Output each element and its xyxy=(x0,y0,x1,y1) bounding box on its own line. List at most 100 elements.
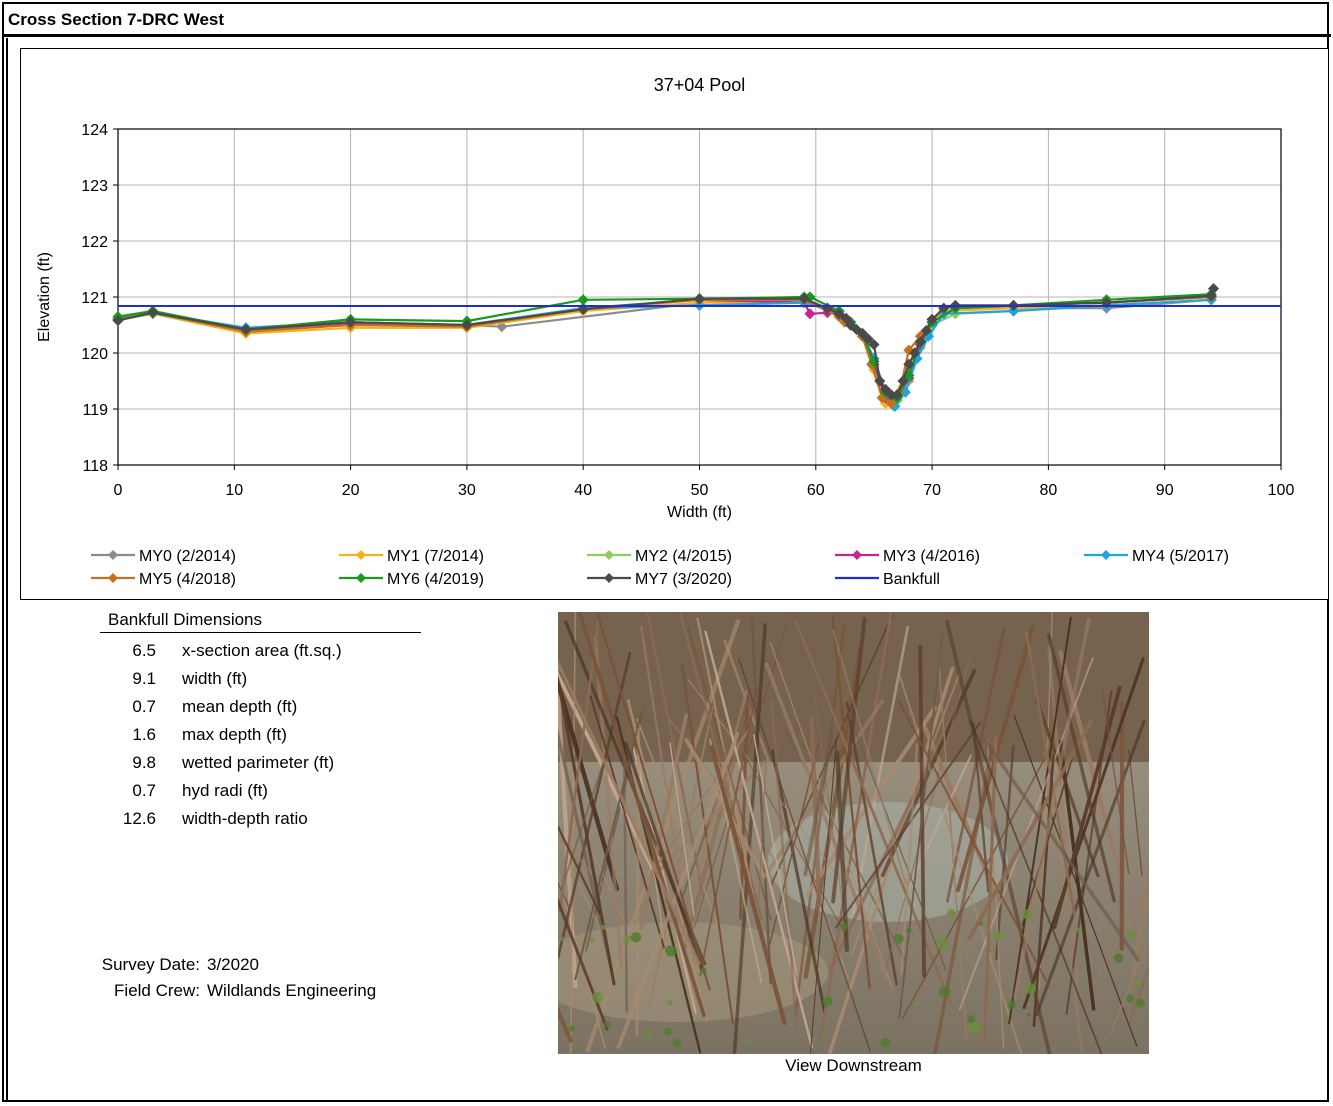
photo-stem xyxy=(794,622,846,1018)
photo-leaf xyxy=(1135,998,1145,1008)
photo-stem xyxy=(558,832,616,900)
legend-marker xyxy=(852,550,862,560)
data-point xyxy=(112,314,124,327)
dim-label: max depth (ft) xyxy=(182,725,287,744)
dim-value: 1.6 xyxy=(132,725,156,744)
bankfull-dimensions: Bankfull Dimensions 6.5 x-section area (f… xyxy=(100,610,430,833)
photo-stem xyxy=(737,657,871,1052)
chart-title: 37+04 Pool xyxy=(654,75,746,95)
photo-stem xyxy=(558,837,610,950)
photo-stem xyxy=(1013,617,1091,1000)
photo-stem xyxy=(1131,861,1149,980)
photo-stem xyxy=(648,706,714,1008)
x-tick-label: 10 xyxy=(225,482,243,499)
y-tick-label: 121 xyxy=(81,290,108,307)
photo-stem xyxy=(732,623,767,1054)
series-line xyxy=(117,295,1212,399)
dim-row: 12.6 width-depth ratio xyxy=(100,805,430,833)
photo-stem xyxy=(1109,938,1149,1035)
data-point xyxy=(897,375,909,387)
photo-leaf xyxy=(560,936,565,942)
dim-value: 6.5 xyxy=(132,641,156,660)
photo-stem xyxy=(639,713,689,931)
photo-leaf xyxy=(568,1025,575,1032)
photo-stem xyxy=(558,659,701,966)
legend-label: MY3 (4/2016) xyxy=(883,548,980,565)
sheet-title: Cross Section 7-DRC West xyxy=(8,10,225,29)
photo-leaf xyxy=(665,945,677,957)
photo-leaf xyxy=(938,986,951,998)
photo-stem xyxy=(834,721,981,929)
dims-heading: Bankfull Dimensions xyxy=(100,610,421,633)
photo-leaf xyxy=(1134,981,1142,989)
survey-date-value: 3/2020 xyxy=(207,955,259,974)
photo-leaf xyxy=(978,921,984,926)
photo-stem xyxy=(995,744,1015,960)
dim-label: mean depth (ft) xyxy=(182,697,298,716)
photo-stem xyxy=(851,625,910,919)
photo-stem xyxy=(938,662,968,1038)
data-point xyxy=(885,397,897,409)
photo-stem xyxy=(739,691,750,920)
photo-leaf xyxy=(630,932,642,943)
photo-leaf xyxy=(1076,927,1081,933)
photo-stem xyxy=(884,657,971,971)
photo-stem xyxy=(845,701,898,986)
photo-stem xyxy=(750,615,772,985)
photo-leaf xyxy=(1024,982,1037,995)
y-axis-label: Elevation (ft) xyxy=(36,252,53,342)
photo-stem xyxy=(769,641,893,989)
data-point xyxy=(693,293,706,305)
dim-label: width-depth ratio xyxy=(182,809,308,828)
photo-caption: View Downstream xyxy=(785,1056,922,1075)
photo-leaf xyxy=(905,927,912,934)
photo-stem xyxy=(558,651,632,959)
photo-stem xyxy=(898,631,944,1020)
x-tick-label: 40 xyxy=(574,482,592,499)
dim-label: wetted parimeter (ft) xyxy=(182,753,335,772)
legend-label: MY7 (3/2020) xyxy=(635,571,732,588)
series-line xyxy=(117,298,1212,402)
x-tick-label: 70 xyxy=(923,482,941,499)
photo-leaf xyxy=(666,999,673,1006)
photo-stem xyxy=(636,718,724,939)
dim-row: 0.7 mean depth (ft) xyxy=(100,693,430,721)
photo-leaf xyxy=(947,908,956,917)
x-tick-label: 0 xyxy=(114,482,123,499)
legend-label: MY1 (7/2014) xyxy=(387,548,484,565)
photo-stem xyxy=(558,824,602,916)
photo-stem xyxy=(577,612,706,1018)
photo-stem xyxy=(771,749,827,1014)
photo-stem xyxy=(679,689,749,940)
dim-value: 12.6 xyxy=(122,809,156,828)
photo-leaf xyxy=(894,934,904,944)
photo-stem xyxy=(1052,685,1122,930)
photo-stem xyxy=(982,737,1140,962)
photo-leaf xyxy=(672,1038,682,1048)
data-point xyxy=(1207,283,1220,295)
x-tick-label: 30 xyxy=(458,482,476,499)
photo-stem xyxy=(558,670,660,882)
dim-label: width (ft) xyxy=(182,669,248,688)
photo-stem xyxy=(704,630,814,1049)
photo-leaf xyxy=(644,1029,653,1037)
data-point xyxy=(862,333,874,345)
photo-stem xyxy=(812,683,846,921)
photo-leaf xyxy=(624,935,632,942)
dim-label: x-section area (ft.sq.) xyxy=(182,641,342,660)
legend-label: Bankfull xyxy=(883,571,940,588)
data-point xyxy=(833,308,845,320)
photo-leaf xyxy=(1021,909,1032,920)
data-point xyxy=(147,307,159,319)
legend-marker xyxy=(1101,550,1111,560)
photo-stem xyxy=(982,735,998,1047)
photo-leaf xyxy=(604,1021,611,1028)
photo-stem xyxy=(770,700,798,1030)
data-point xyxy=(868,339,880,351)
photo-stem xyxy=(1013,715,1138,1047)
dim-row: 0.7 hyd radi (ft) xyxy=(100,777,430,805)
photo-stem xyxy=(669,742,695,916)
photo-leaf xyxy=(1113,953,1124,963)
legend-label: MY5 (4/2018) xyxy=(139,571,236,588)
photo-stem xyxy=(616,731,740,1049)
